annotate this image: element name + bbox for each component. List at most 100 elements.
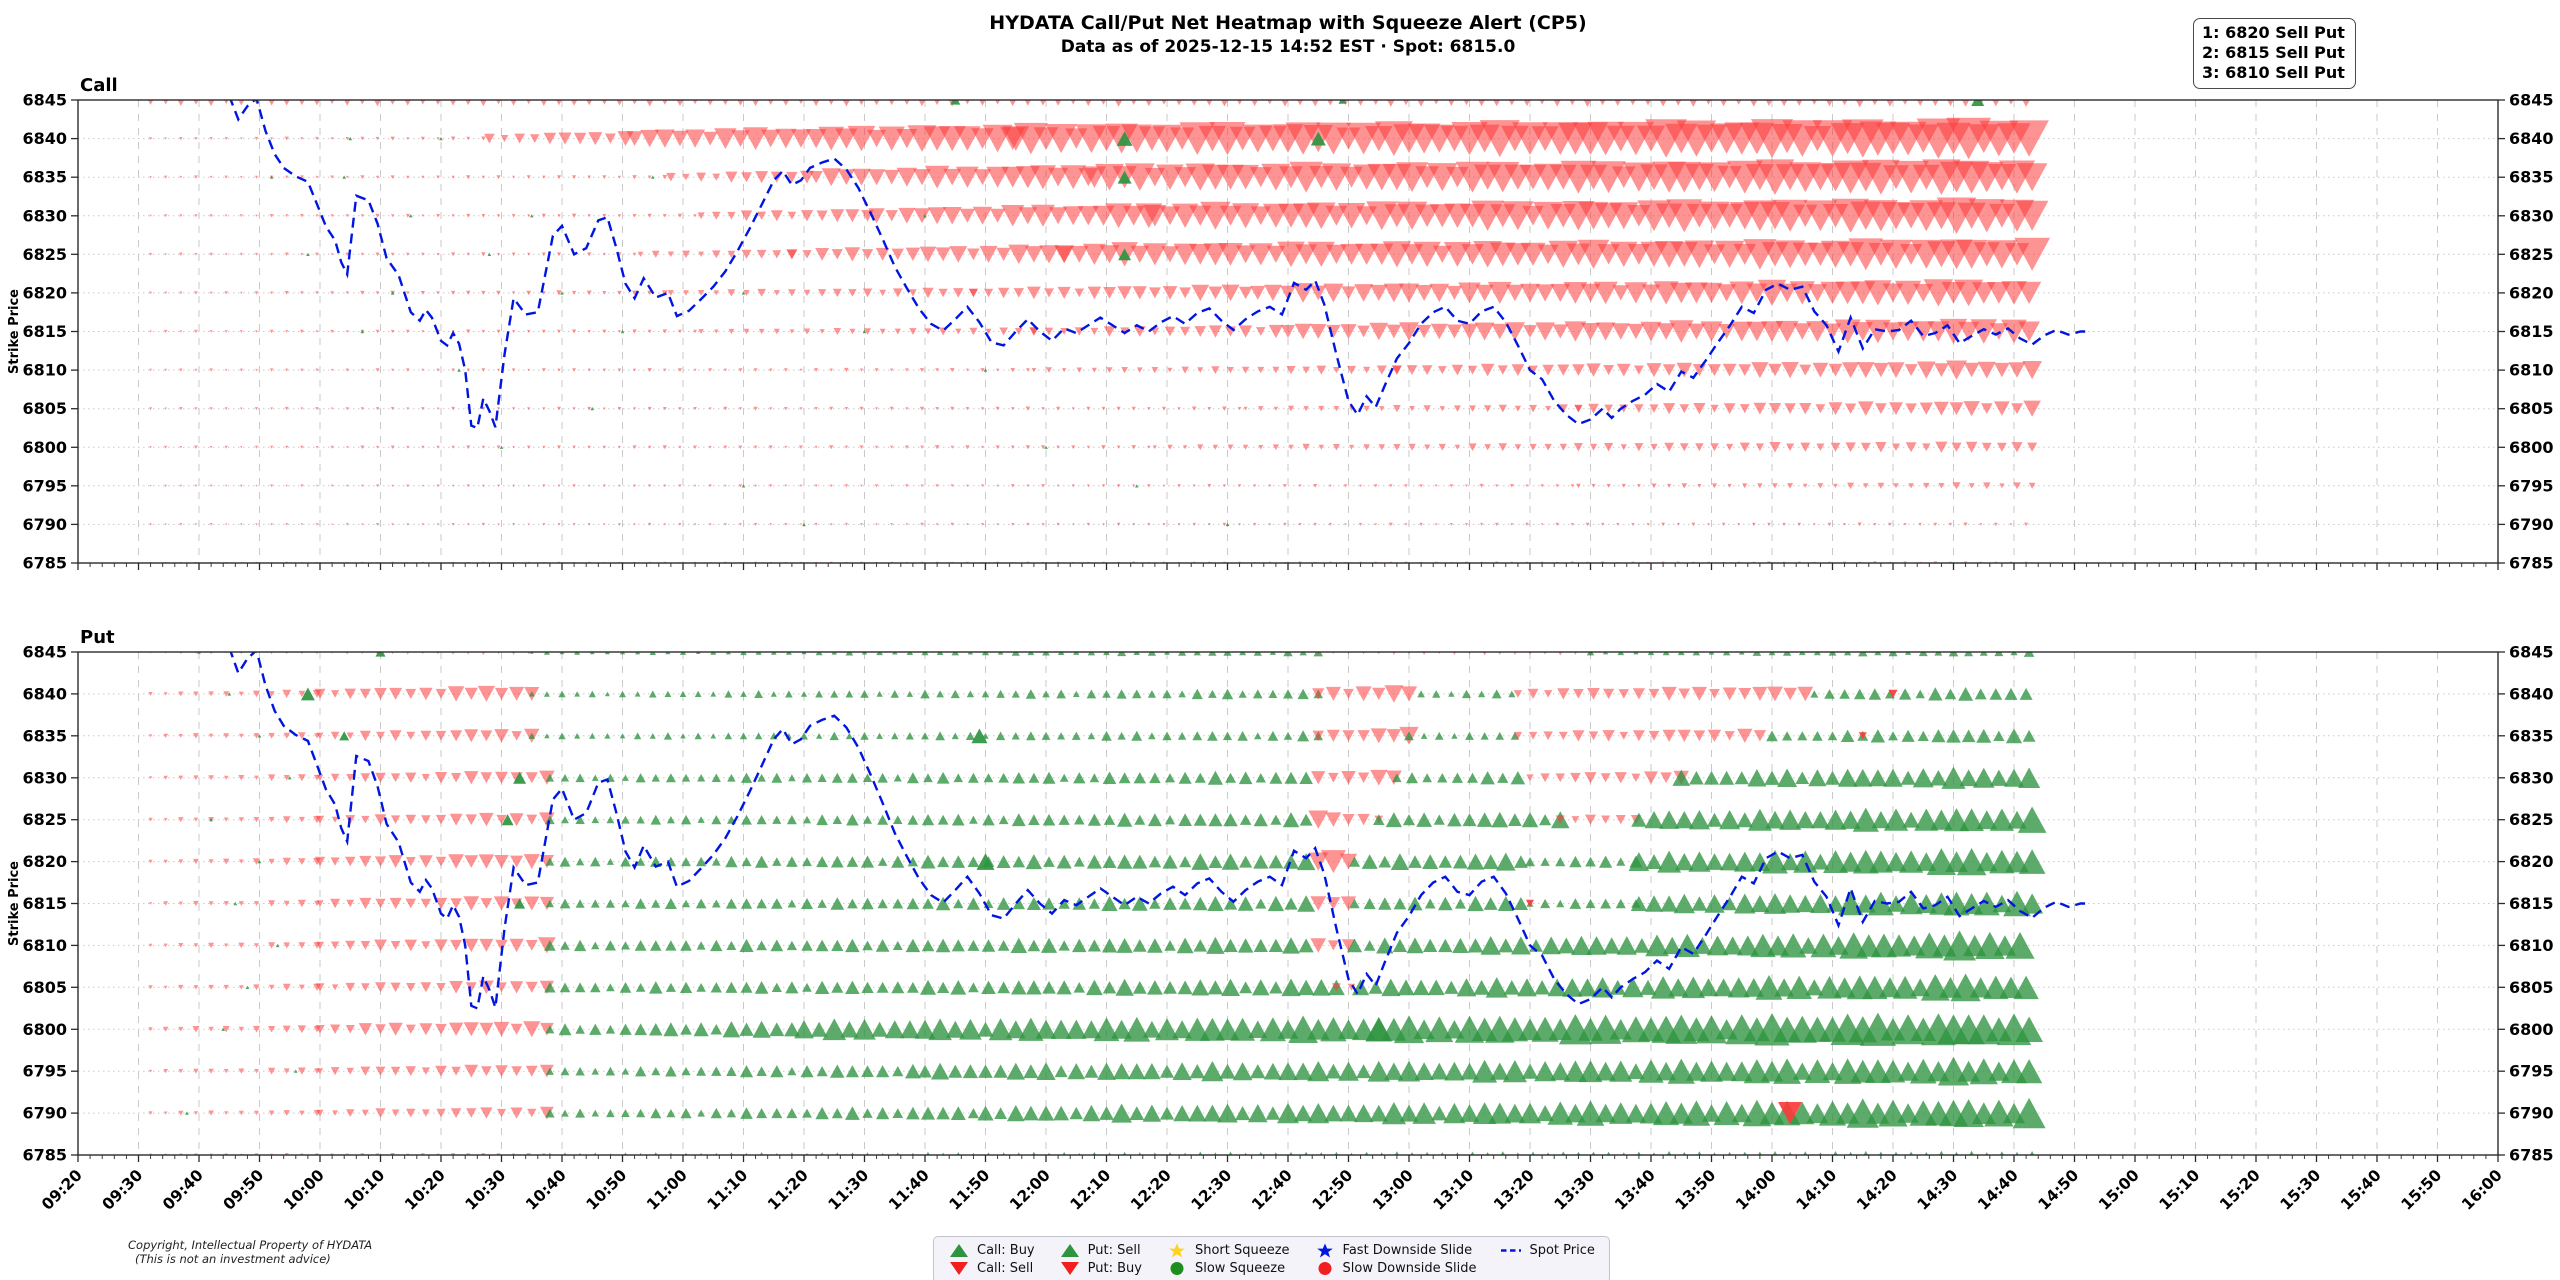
svg-text:6805: 6805 <box>2509 978 2554 997</box>
svg-text:6840: 6840 <box>2509 684 2554 703</box>
svg-text:6790: 6790 <box>22 515 67 534</box>
svg-text:6840: 6840 <box>22 684 67 703</box>
svg-text:6800: 6800 <box>22 1020 67 1039</box>
svg-text:12:30: 12:30 <box>1188 1166 1236 1214</box>
ylabel-put: Strike Price <box>7 861 22 946</box>
svg-text:6830: 6830 <box>2509 768 2554 787</box>
svg-text:6820: 6820 <box>22 283 67 302</box>
panel-title-call: Call <box>80 75 118 96</box>
svg-text:14:10: 14:10 <box>1793 1166 1841 1214</box>
svg-text:6810: 6810 <box>22 361 67 380</box>
svg-text:09:20: 09:20 <box>38 1166 86 1214</box>
legend-item-slow-squeeze: Slow Squeeze <box>1166 1259 1290 1277</box>
markers-call <box>147 100 2051 563</box>
axes-call <box>71 99 2505 570</box>
circle-icon <box>1314 1261 1336 1276</box>
svg-text:15:30: 15:30 <box>2277 1166 2325 1214</box>
svg-text:14:50: 14:50 <box>2035 1166 2083 1214</box>
svg-text:10:40: 10:40 <box>522 1166 570 1214</box>
svg-text:6805: 6805 <box>22 399 67 418</box>
svg-text:6795: 6795 <box>22 1062 67 1081</box>
legend-item-call-sell: Call: Sell <box>948 1259 1035 1277</box>
svg-text:6790: 6790 <box>22 1104 67 1123</box>
panel-title-put: Put <box>80 627 115 648</box>
svg-text:09:50: 09:50 <box>220 1166 268 1214</box>
ylabel-call: Strike Price <box>7 289 22 374</box>
svg-text:6845: 6845 <box>22 643 67 662</box>
svg-text:13:30: 13:30 <box>1551 1166 1599 1214</box>
legend-item-fast-downside-slide: Fast Downside Slide <box>1314 1241 1477 1259</box>
svg-text:6825: 6825 <box>2509 245 2554 264</box>
labels-put: 6845 6845 6840 6840 6835 6835 6830 6830 6825 6825… <box>7 627 2554 1165</box>
svg-text:6815: 6815 <box>2509 894 2554 913</box>
svg-text:11:50: 11:50 <box>946 1166 994 1214</box>
axes-put <box>71 651 2505 1162</box>
chart-legend: Call: Buy Put: Sell Short Squeeze Fast D… <box>933 1236 1610 1280</box>
svg-text:6825: 6825 <box>2509 810 2554 829</box>
svg-text:6835: 6835 <box>22 726 67 745</box>
triangle-up-icon <box>1059 1243 1081 1258</box>
svg-text:6835: 6835 <box>2509 168 2554 187</box>
svg-text:6820: 6820 <box>22 852 67 871</box>
svg-text:11:00: 11:00 <box>643 1166 691 1214</box>
legend-item-put-sell: Put: Sell <box>1059 1241 1142 1259</box>
svg-text:12:20: 12:20 <box>1127 1166 1175 1214</box>
svg-text:6800: 6800 <box>2509 438 2554 457</box>
spot-price-line <box>229 100 2087 430</box>
copyright-note: Copyright, Intellectual Property of HYDA… <box>128 1238 372 1266</box>
svg-text:09:40: 09:40 <box>159 1166 207 1214</box>
svg-text:6795: 6795 <box>2509 1062 2554 1081</box>
svg-text:13:40: 13:40 <box>1611 1166 1659 1214</box>
svg-text:14:20: 14:20 <box>1853 1166 1901 1214</box>
svg-text:6815: 6815 <box>2509 322 2554 341</box>
svg-text:15:10: 15:10 <box>2156 1166 2204 1214</box>
svg-text:12:40: 12:40 <box>1248 1166 1296 1214</box>
svg-text:15:20: 15:20 <box>2216 1166 2264 1214</box>
svg-text:10:00: 10:00 <box>280 1166 328 1214</box>
legend-item-put-buy: Put: Buy <box>1059 1259 1142 1277</box>
copyright-line-2: (This is not an investment advice) <box>135 1252 331 1266</box>
svg-text:6795: 6795 <box>22 476 67 495</box>
triangle-down-icon <box>948 1261 970 1276</box>
triangle-down-icon <box>1059 1261 1081 1276</box>
legend-item-slow-downside-slide: Slow Downside Slide <box>1314 1259 1476 1277</box>
svg-text:13:50: 13:50 <box>1672 1166 1720 1214</box>
svg-text:6815: 6815 <box>22 322 67 341</box>
svg-text:6820: 6820 <box>2509 283 2554 302</box>
triangle-up-icon <box>948 1243 970 1258</box>
annotation-line-2: 2: 6815 Sell Put <box>2202 43 2345 62</box>
svg-text:10:20: 10:20 <box>401 1166 449 1214</box>
svg-text:6845: 6845 <box>2509 643 2554 662</box>
svg-text:14:00: 14:00 <box>1732 1166 1780 1214</box>
svg-text:6810: 6810 <box>2509 361 2554 380</box>
svg-text:6810: 6810 <box>22 936 67 955</box>
markers-put <box>148 652 2047 1155</box>
svg-text:6830: 6830 <box>22 768 67 787</box>
svg-text:6790: 6790 <box>2509 1104 2554 1123</box>
svg-text:6800: 6800 <box>22 438 67 457</box>
svg-text:6795: 6795 <box>2509 476 2554 495</box>
svg-text:6820: 6820 <box>2509 852 2554 871</box>
annotation-line-1: 1: 6820 Sell Put <box>2202 23 2345 42</box>
svg-text:12:00: 12:00 <box>1006 1166 1054 1214</box>
svg-text:6785: 6785 <box>2509 1146 2554 1165</box>
svg-text:10:50: 10:50 <box>583 1166 631 1214</box>
circle-icon <box>1166 1261 1188 1276</box>
svg-text:6825: 6825 <box>22 810 67 829</box>
dashed-line-icon <box>1500 1243 1522 1258</box>
svg-text:6810: 6810 <box>2509 936 2554 955</box>
spot-price-line <box>229 652 2087 1010</box>
svg-text:10:30: 10:30 <box>462 1166 510 1214</box>
svg-text:15:00: 15:00 <box>2095 1166 2143 1214</box>
svg-text:6805: 6805 <box>22 978 67 997</box>
svg-text:6830: 6830 <box>2509 206 2554 225</box>
svg-text:15:40: 15:40 <box>2337 1166 2385 1214</box>
svg-text:12:50: 12:50 <box>1309 1166 1357 1214</box>
svg-text:6835: 6835 <box>22 168 67 187</box>
svg-text:13:00: 13:00 <box>1369 1166 1417 1214</box>
svg-text:6840: 6840 <box>22 129 67 148</box>
svg-text:13:10: 13:10 <box>1430 1166 1478 1214</box>
svg-text:6840: 6840 <box>2509 129 2554 148</box>
svg-text:14:40: 14:40 <box>1974 1166 2022 1214</box>
